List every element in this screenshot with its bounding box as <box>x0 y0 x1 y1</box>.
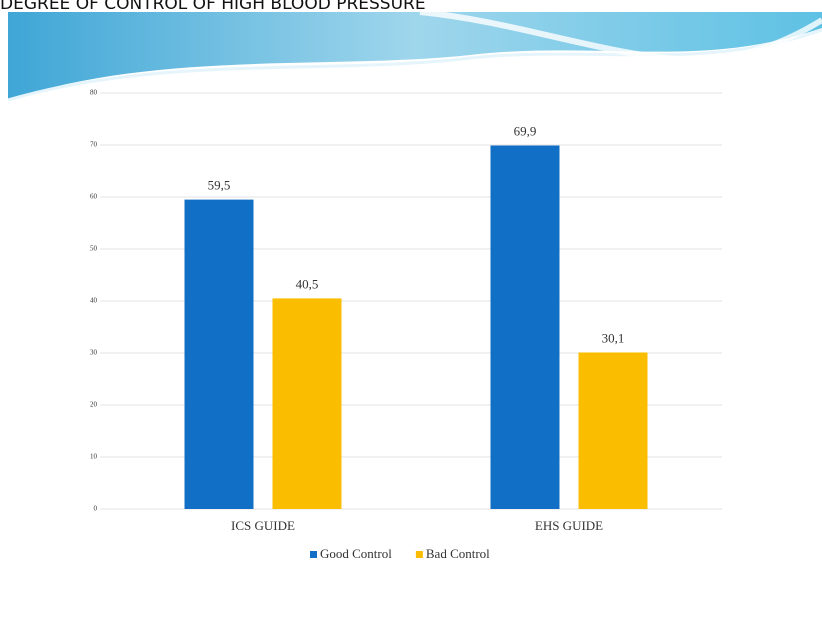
y-tick-label: 20 <box>90 401 98 409</box>
bar <box>272 298 342 509</box>
y-tick-label: 0 <box>94 505 98 513</box>
wave-highlight <box>7 28 822 102</box>
slide-title: DEGREE OF CONTROL OF HIGH BLOOD PRESSURE <box>0 0 426 14</box>
chart: 0 10 20 30 40 50 60 70 80 ICS GUIDE 59,5 40,5 EHS GU… <box>90 89 722 561</box>
y-tick-label: 30 <box>90 349 98 357</box>
legend-swatch <box>415 551 423 558</box>
y-tick-label: 70 <box>90 141 98 149</box>
bar <box>490 145 560 509</box>
wave-decoration <box>8 12 822 100</box>
y-tick-label: 80 <box>90 89 98 97</box>
bar <box>578 352 648 509</box>
wave-highlight <box>419 9 822 64</box>
data-label: 69,9 <box>514 124 537 139</box>
legend-label: Bad Control <box>426 546 490 561</box>
x-tick-label: ICS GUIDE <box>231 518 295 533</box>
y-tick-label: 50 <box>90 245 98 253</box>
y-tick-label: 60 <box>90 193 98 201</box>
legend-swatch <box>310 551 317 558</box>
y-tick-label: 10 <box>90 453 98 461</box>
y-tick-label: 40 <box>90 297 98 305</box>
x-tick-label: EHS GUIDE <box>535 518 603 533</box>
data-label: 40,5 <box>296 276 319 291</box>
data-label: 30,1 <box>602 330 625 345</box>
legend-label: Good Control <box>320 546 392 561</box>
bar <box>184 199 254 509</box>
data-label: 59,5 <box>208 178 231 193</box>
